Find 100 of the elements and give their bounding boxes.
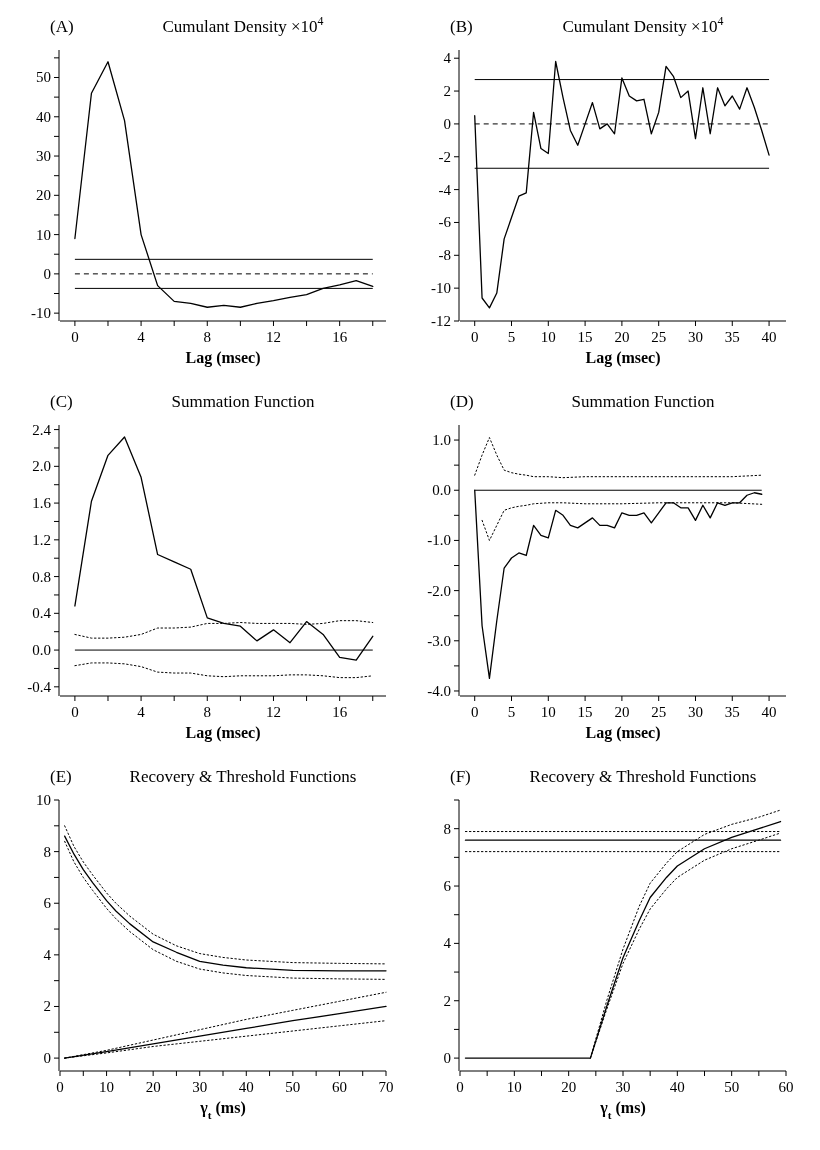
y-tick-label: 6 <box>443 878 452 895</box>
y-tick-label: 10 <box>36 792 51 808</box>
y-tick-label: 30 <box>36 148 51 165</box>
chart-title: Cumulant Density ×10$^{4}$ <box>562 14 724 36</box>
y-tick-label: -1.0 <box>427 532 451 549</box>
y-tick-label: 0.4 <box>32 605 52 622</box>
y-tick-label: 2.4 <box>32 421 52 438</box>
x-tick-label: 0 <box>470 704 479 720</box>
x-axis-title: Lag (msec) <box>185 724 261 742</box>
chart-title: Recovery & Threshold Functions <box>129 767 357 786</box>
y-tick-label: 2 <box>443 83 451 100</box>
x-tick-label: 15 <box>577 704 593 720</box>
x-tick-label: 25 <box>651 704 667 720</box>
x-tick-label: 0 <box>56 1079 64 1095</box>
x-tick-label: 25 <box>651 329 667 345</box>
y-tick-label: 4 <box>43 946 52 963</box>
x-axis-title: γ$_{t}$ (ms) <box>199 1099 246 1121</box>
y-tick-label: 2.0 <box>32 458 51 475</box>
x-tick-label: 0 <box>71 329 79 345</box>
x-tick-label: 16 <box>332 329 348 345</box>
x-tick-label: 30 <box>687 704 703 720</box>
y-tick-label: 0 <box>43 265 51 282</box>
text: (D) <box>450 392 474 411</box>
chart-title: Summation Function <box>171 392 316 411</box>
y-tick-label: 0 <box>43 1050 51 1067</box>
y-tick-label: 0.0 <box>432 482 451 499</box>
y-tick-label: 0 <box>443 115 451 132</box>
x-tick-label: 30 <box>687 329 703 345</box>
text: (B) <box>450 17 473 36</box>
y-tick-label: -4.0 <box>427 682 451 699</box>
y-tick-label: -3.0 <box>427 632 451 649</box>
x-tick-label: 40 <box>669 1079 685 1095</box>
y-tick-label: 1.0 <box>432 432 451 449</box>
x-tick-label: 20 <box>614 329 630 345</box>
y-tick-label: -6 <box>438 214 452 231</box>
y-tick-label: 40 <box>36 108 51 125</box>
x-tick-label: 12 <box>265 704 281 720</box>
x-tick-label: 40 <box>761 704 777 720</box>
text: (C) <box>50 392 73 411</box>
x-tick-label: 0 <box>71 704 79 720</box>
x-axis-title: Lag (msec) <box>585 724 661 742</box>
x-tick-label: 30 <box>615 1079 631 1095</box>
y-tick-label: 0 <box>443 1050 451 1067</box>
x-tick-label: 12 <box>265 329 281 345</box>
x-tick-label: 8 <box>203 704 212 720</box>
y-tick-label: 1.6 <box>32 495 52 512</box>
y-tick-label: 4 <box>443 935 452 952</box>
text: (F) <box>450 767 471 786</box>
y-tick-label: -12 <box>431 313 451 329</box>
x-tick-label: 60 <box>331 1079 347 1095</box>
y-tick-label: 6 <box>43 895 52 912</box>
x-tick-label: 35 <box>724 704 740 720</box>
y-tick-label: -0.4 <box>27 678 52 695</box>
x-tick-label: 0 <box>470 329 479 345</box>
x-tick-label: 5 <box>507 329 516 345</box>
chart-title: Summation Function <box>571 392 716 411</box>
y-tick-label: 0.8 <box>32 568 51 585</box>
x-tick-label: 10 <box>99 1079 115 1095</box>
y-tick-label: -2.0 <box>427 582 451 599</box>
y-tick-label: 0.0 <box>32 642 51 659</box>
y-tick-label: -10 <box>431 280 451 297</box>
x-axis-title: Lag (msec) <box>185 349 261 367</box>
x-tick-label: 4 <box>137 329 146 345</box>
x-tick-label: 15 <box>577 329 593 345</box>
x-tick-label: 20 <box>561 1079 577 1095</box>
x-tick-label: 5 <box>507 704 516 720</box>
x-tick-label: 40 <box>761 329 777 345</box>
y-tick-label: -10 <box>31 305 51 322</box>
x-tick-label: 0 <box>456 1079 464 1095</box>
y-tick-label: -2 <box>438 148 451 165</box>
text: (A) <box>50 17 74 36</box>
x-tick-label: 70 <box>378 1079 394 1095</box>
x-tick-label: 50 <box>285 1079 301 1095</box>
x-axis-title: Lag (msec) <box>585 349 661 367</box>
x-tick-label: 60 <box>778 1079 794 1095</box>
y-tick-label: -8 <box>438 247 451 264</box>
y-tick-label: 20 <box>36 187 51 204</box>
x-tick-label: 50 <box>724 1079 740 1095</box>
y-tick-label: 2 <box>443 992 451 1009</box>
chart-title: Recovery & Threshold Functions <box>529 767 757 786</box>
x-tick-label: 20 <box>614 704 630 720</box>
x-tick-label: 16 <box>332 704 348 720</box>
x-axis-title: γ$_{t}$ (ms) <box>599 1099 646 1121</box>
x-tick-label: 10 <box>540 329 556 345</box>
x-tick-label: 40 <box>238 1079 254 1095</box>
y-tick-label: 8 <box>43 843 51 860</box>
text: (E) <box>50 767 72 786</box>
x-tick-label: 20 <box>145 1079 161 1095</box>
x-tick-label: 8 <box>203 329 212 345</box>
chart-title: Cumulant Density ×10$^{4}$ <box>162 14 324 36</box>
y-tick-label: 10 <box>36 226 51 243</box>
x-tick-label: 10 <box>506 1079 522 1095</box>
x-tick-label: 30 <box>192 1079 208 1095</box>
y-tick-label: 2 <box>43 998 51 1015</box>
y-tick-label: 1.2 <box>32 531 51 548</box>
y-tick-label: 4 <box>443 50 452 67</box>
x-tick-label: 10 <box>540 704 556 720</box>
y-tick-label: -4 <box>438 181 452 198</box>
y-tick-label: 50 <box>36 69 51 86</box>
y-tick-label: 8 <box>443 820 451 837</box>
